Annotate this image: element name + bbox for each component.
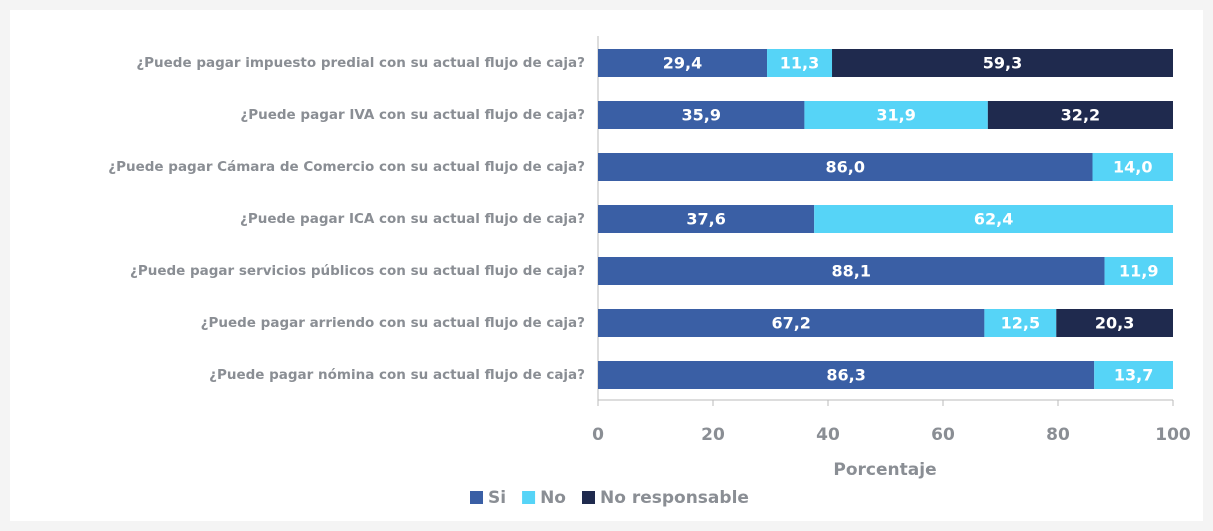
legend-label: Si (488, 488, 506, 508)
bar-segment (814, 205, 1173, 233)
bar-segment (598, 49, 768, 77)
value-label: 11,9 (1119, 262, 1158, 281)
bar-segment (1056, 309, 1173, 337)
legend-label: No responsable (600, 488, 749, 508)
legend-label: No (540, 488, 566, 508)
x-tick-label: 20 (701, 425, 725, 445)
value-label: 14,0 (1113, 158, 1152, 177)
bar-segment (804, 101, 988, 129)
category-label: ¿Puede pagar servicios públicos con su a… (130, 263, 585, 279)
x-tick-label: 80 (1046, 425, 1070, 445)
value-label: 12,5 (1001, 314, 1040, 333)
legend-swatch (522, 491, 536, 504)
bar-segment (598, 361, 1095, 389)
bar-segment (984, 309, 1057, 337)
value-label: 67,2 (771, 314, 810, 333)
bar-segment (987, 101, 1173, 129)
value-label: 13,7 (1114, 366, 1153, 385)
x-tick-label: 0 (592, 425, 604, 445)
x-tick-label: 40 (816, 425, 840, 445)
category-label: ¿Puede pagar ICA con su actual flujo de … (240, 211, 585, 227)
value-label: 35,9 (681, 106, 720, 125)
category-label: ¿Puede pagar arriendo con su actual fluj… (201, 315, 585, 331)
bar-segment (598, 309, 985, 337)
bar-segment (1092, 153, 1173, 181)
category-label: ¿Puede pagar nómina con su actual flujo … (209, 367, 585, 383)
legend-swatch (582, 491, 595, 504)
bar-segment (1104, 257, 1173, 285)
value-label: 32,2 (1061, 106, 1100, 125)
legend-swatch (470, 491, 483, 504)
category-label: ¿Puede pagar impuesto predial con su act… (136, 55, 585, 71)
bar-segment (1094, 361, 1173, 389)
value-label: 88,1 (832, 262, 871, 281)
value-label: 37,6 (686, 210, 725, 229)
category-label: ¿Puede pagar Cámara de Comercio con su a… (108, 159, 585, 175)
x-tick-label: 100 (1155, 425, 1191, 445)
x-tick-label: 60 (931, 425, 955, 445)
value-label: 86,3 (826, 366, 865, 385)
value-label: 62,4 (974, 210, 1013, 229)
value-label: 20,3 (1095, 314, 1134, 333)
bar-segment (598, 101, 805, 129)
value-label: 11,3 (780, 54, 819, 73)
bar-segment (598, 153, 1093, 181)
bar-segment (767, 49, 833, 77)
value-label: 86,0 (826, 158, 865, 177)
value-label: 59,3 (983, 54, 1022, 73)
value-label: 29,4 (663, 54, 702, 73)
bar-segment (598, 257, 1105, 285)
value-label: 31,9 (876, 106, 915, 125)
bar-segment (832, 49, 1173, 77)
category-label: ¿Puede pagar IVA con su actual flujo de … (240, 107, 585, 123)
x-axis-label: Porcentaje (833, 460, 936, 480)
bar-segment (598, 205, 815, 233)
